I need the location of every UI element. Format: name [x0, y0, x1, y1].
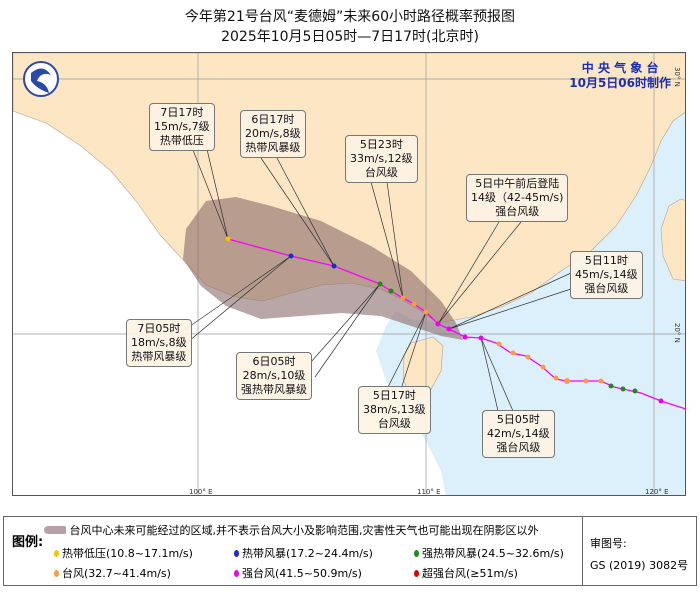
track-label-6d05: 6日05时 28m/s,10级 强热带风暴级: [236, 352, 312, 400]
dot-icon: [54, 569, 59, 577]
track-label-landfall: 5日中午前后登陆 14级（42-45m/s) 强台风级: [466, 174, 569, 222]
legend-item: 强台风(41.5~50.9m/s): [234, 565, 362, 581]
track-label-5d17: 5日17时 38m/s,13级 台风级: [358, 386, 431, 434]
typhoon-track-map: 中 央 气 象 台 10月5日06时制作 100° E 110° E 120° …: [12, 52, 686, 496]
review-label: 审图号:: [590, 537, 627, 550]
agency-stamp: 中 央 气 象 台 10月5日06时制作: [569, 61, 671, 91]
track-label-6d17: 6日17时 20m/s,8级 热带风暴级: [240, 110, 306, 158]
review-number: GS (2019) 3082号: [590, 559, 689, 572]
legend: 图例: 台风中心未来可能经过的区域,并不表示台风大小及影响范围,灾害性天气也可能…: [3, 516, 697, 586]
legend-item: 超强台风(≥51m/s): [414, 565, 518, 581]
agency-name: 中 央 气 象 台: [581, 61, 659, 75]
legend-item: 热带风暴(17.2~24.4m/s): [234, 545, 373, 561]
cone-icon: [44, 526, 66, 534]
past-track: [480, 337, 685, 410]
legend-item: 热带低压(10.8~17.1m/s): [54, 545, 193, 561]
track-label-5d11: 5日11时 45m/s,14级 强台风级: [570, 251, 643, 299]
probability-cone: [183, 197, 463, 340]
track-label-7d17: 7日17时 15m/s,7级 热带低压: [149, 103, 215, 151]
dot-icon: [414, 569, 419, 577]
track-points: [225, 236, 664, 404]
lon-label: 110° E: [417, 488, 441, 496]
legend-item: 强热带风暴(24.5~32.6m/s): [414, 545, 564, 561]
cone-text: 台风中心未来可能经过的区域,并不表示台风大小及影响范围,灾害性天气也可能出现在阴…: [69, 524, 539, 537]
legend-cone: 台风中心未来可能经过的区域,并不表示台风大小及影响范围,灾害性天气也可能出现在阴…: [44, 522, 539, 538]
lat-label: 30° N: [673, 67, 681, 87]
dot-icon: [234, 549, 239, 557]
dot-icon: [234, 569, 239, 577]
forecast-track: [227, 238, 482, 339]
lat-label: 20° N: [673, 323, 681, 343]
legend-title: 图例:: [12, 535, 44, 550]
lon-label: 100° E: [189, 488, 213, 496]
dot-icon: [54, 549, 59, 557]
track-label-5d23: 5日23时 33m/s,12级 台风级: [345, 135, 418, 183]
lon-label: 120° E: [645, 488, 669, 496]
track-label-7d05: 7日05时 18m/s,8级 热带风暴级: [126, 319, 192, 367]
taiwan-island: [660, 198, 685, 282]
map-subtitle: 2025年10月5日05时—7日17时(北京时): [221, 29, 479, 45]
dot-icon: [414, 549, 419, 557]
track-label-5d05: 5日05时 42m/s,14级 强台风级: [482, 410, 555, 458]
emblem-logo: [23, 61, 59, 97]
map-title: 今年第21号台风“麦德姆”未来60小时路径概率预报图: [184, 9, 516, 25]
production-time: 10月5日06时制作: [569, 76, 671, 90]
legend-item: 台风(32.7~41.4m/s): [54, 565, 171, 581]
sea: [376, 112, 685, 495]
